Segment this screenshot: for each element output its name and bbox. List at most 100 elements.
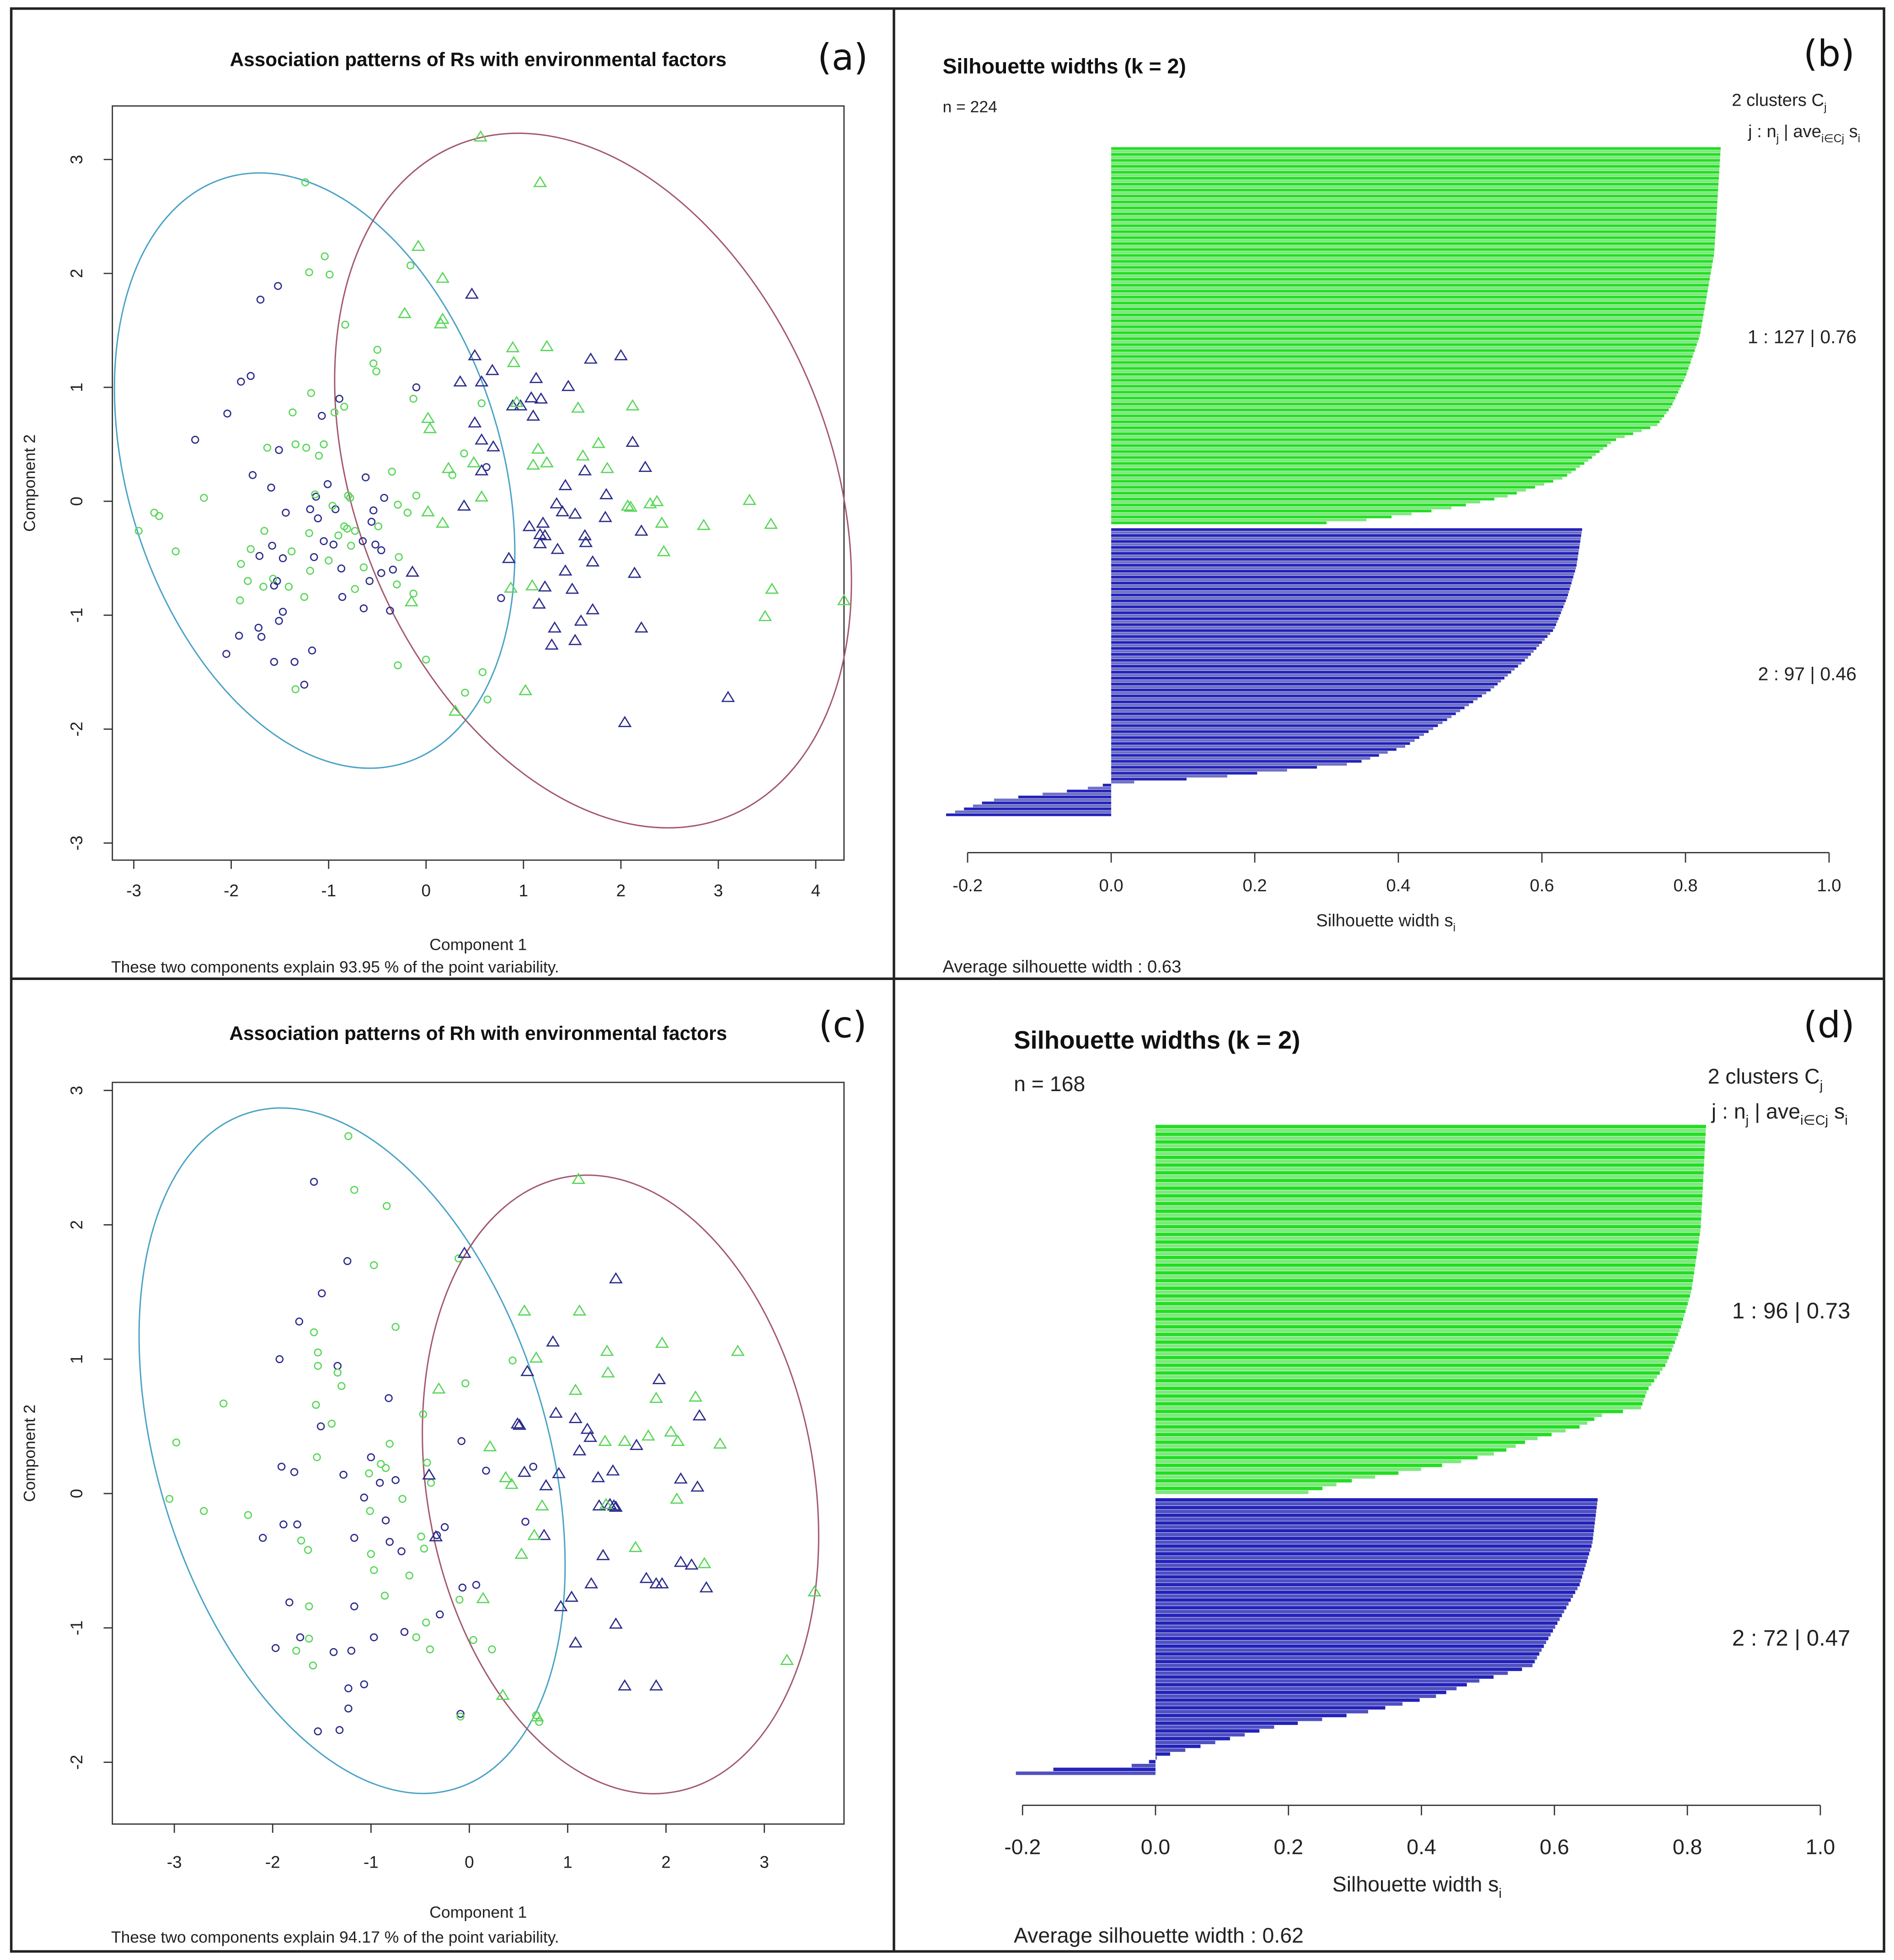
data-point-circle <box>291 440 300 449</box>
x-tick-label: 0.2 <box>1242 876 1267 895</box>
silhouette-bar-cluster-1 <box>1111 200 1717 203</box>
key-part: | ave <box>1779 122 1821 141</box>
data-point-circle <box>275 446 283 454</box>
silhouette-bar-cluster-2 <box>1155 1706 1386 1710</box>
silhouette-bar-cluster-2 <box>946 813 1112 816</box>
data-point-circle <box>288 547 296 556</box>
silhouette-bar-cluster-2 <box>1111 549 1579 552</box>
x-tick-label: 0.4 <box>1407 1835 1436 1858</box>
y-tick-label: 3 <box>67 155 86 164</box>
data-point-circle <box>373 346 381 354</box>
data-point-triangle <box>601 1366 615 1378</box>
data-point-triangle <box>743 493 757 505</box>
data-point-triangle <box>468 416 482 428</box>
data-point-circle <box>312 1401 320 1409</box>
silhouette-bar-cluster-1 <box>1155 1159 1704 1163</box>
silhouette-bar-cluster-1 <box>1155 1125 1706 1129</box>
data-point-triangle <box>475 433 489 445</box>
data-point-circle <box>508 1356 517 1365</box>
silhouette-bar-cluster-1 <box>1111 150 1721 153</box>
silhouette-bar-cluster-1 <box>1155 1144 1705 1148</box>
silhouette-bar-cluster-2 <box>1155 1505 1597 1510</box>
data-point-triangle <box>568 507 582 519</box>
silhouette-bar-cluster-1 <box>1111 494 1508 498</box>
silhouette-bar-cluster-2 <box>1016 1771 1156 1775</box>
silhouette-bar-cluster-2 <box>1111 573 1574 576</box>
silhouette-bar-cluster-1 <box>1111 319 1703 322</box>
silhouette-bar-cluster-1 <box>1111 355 1693 358</box>
data-point-triangle <box>533 176 547 187</box>
data-point-triangle <box>627 567 642 578</box>
silhouette-bar-cluster-2 <box>1111 617 1559 620</box>
silhouette-bar-cluster-2 <box>1155 1698 1420 1702</box>
data-point-triangle <box>539 1479 553 1490</box>
data-point-circle <box>369 359 378 368</box>
silhouette-bar-cluster-1 <box>1155 1441 1525 1444</box>
silhouette-bar-cluster-1 <box>1155 1325 1681 1329</box>
data-point-circle <box>385 1440 394 1448</box>
data-point-triangle <box>579 536 593 547</box>
x-tick-label: -0.2 <box>1004 1835 1041 1858</box>
silhouette-bar-cluster-2 <box>1155 1683 1467 1687</box>
silhouette-bar-cluster-2 <box>994 798 1112 802</box>
silhouette-bar-cluster-2 <box>1111 682 1498 685</box>
silhouette-bar-cluster-2 <box>1111 528 1582 531</box>
silhouette-bar-cluster-1 <box>1155 1367 1663 1371</box>
data-point-triangle <box>671 1435 685 1446</box>
silhouette-bar-cluster-2 <box>1111 623 1557 626</box>
silhouette-bar-cluster-1 <box>1111 468 1576 471</box>
silhouette-bar-cluster-2 <box>1111 777 1187 781</box>
silhouette-bar-cluster-1 <box>1111 209 1717 213</box>
silhouette-bar-cluster-2 <box>1155 1625 1556 1629</box>
data-point-triangle <box>655 1336 669 1348</box>
data-point-circle <box>259 1534 267 1542</box>
silhouette-bar-cluster-1 <box>1111 385 1681 388</box>
y-tick-label: 2 <box>67 1220 86 1229</box>
silhouette-bar-cluster-2 <box>1111 590 1569 594</box>
data-point-circle <box>305 268 313 277</box>
x-tick-label: 1.0 <box>1806 1835 1835 1858</box>
silhouette-bar-cluster-2 <box>1155 1548 1590 1552</box>
data-point-triangle <box>411 240 425 251</box>
silhouette-bar-cluster-1 <box>1155 1490 1309 1494</box>
data-point-circle <box>350 1186 358 1194</box>
silhouette-bar-cluster-1 <box>1111 432 1633 435</box>
data-point-triangle <box>568 1636 583 1648</box>
data-point-triangle <box>565 582 579 594</box>
data-point-circle <box>246 545 255 553</box>
silhouette-bar-cluster-2 <box>1111 745 1405 748</box>
silhouette-bar-cluster-2 <box>1111 641 1542 644</box>
data-point-circle <box>535 1718 543 1726</box>
silhouette-bar-cluster-2 <box>1111 540 1580 543</box>
data-point-circle <box>268 541 276 550</box>
data-point-circle <box>223 409 231 418</box>
silhouette-bar-cluster-2 <box>1155 1629 1553 1633</box>
x-axis-label: Component 1 <box>429 1903 527 1922</box>
cluster-1-label: 1 : 96 | 0.73 <box>1732 1299 1851 1323</box>
key-part: s <box>1844 122 1858 141</box>
silhouette-bar-cluster-1 <box>1155 1452 1494 1456</box>
data-point-circle <box>370 1633 378 1642</box>
x-tick-label: -3 <box>126 881 141 900</box>
silhouette-bar-cluster-1 <box>1155 1382 1652 1387</box>
data-point-circle <box>278 554 287 562</box>
data-point-circle <box>338 593 347 601</box>
silhouette-bar-cluster-2 <box>1111 709 1461 712</box>
silhouette-bar-cluster-2 <box>1155 1621 1557 1625</box>
data-point-triangle <box>549 1406 563 1418</box>
silhouette-bar-cluster-1 <box>1155 1290 1691 1294</box>
silhouette-bar-cluster-2 <box>1111 608 1562 611</box>
silhouette-bar-cluster-2 <box>1111 567 1576 570</box>
silhouette-bar-cluster-2 <box>1111 555 1578 558</box>
silhouette-bar-cluster-2 <box>1155 1633 1551 1637</box>
data-point-circle <box>456 1710 465 1718</box>
data-point-circle <box>246 372 255 380</box>
x-tick-label: 0.8 <box>1673 876 1697 895</box>
silhouette-bar-cluster-1 <box>1111 518 1367 521</box>
silhouette-bar-cluster-1 <box>1111 352 1694 355</box>
data-point-triangle <box>596 1549 610 1560</box>
data-point-circle <box>320 440 328 449</box>
silhouette-bar-cluster-2 <box>1111 596 1568 600</box>
silhouette-bar-cluster-1 <box>1111 269 1712 272</box>
